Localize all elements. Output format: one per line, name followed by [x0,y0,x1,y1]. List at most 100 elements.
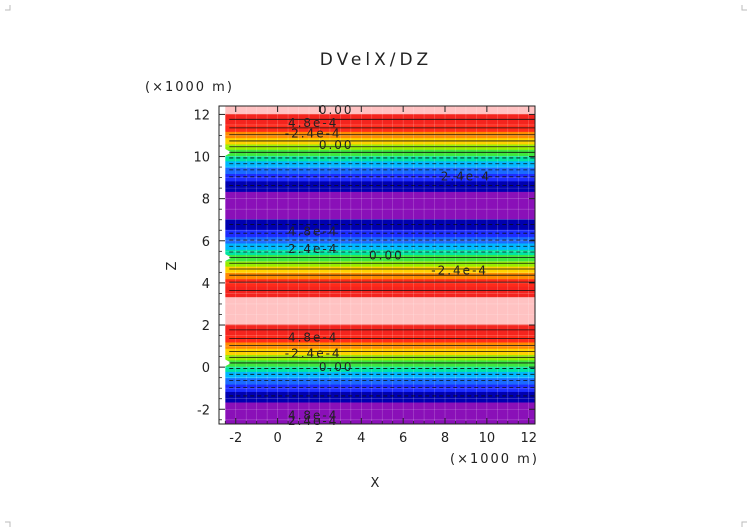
heatmap-band [225,315,535,318]
heatmap-band [225,401,535,404]
heatmap-band [225,183,535,186]
heatmap-band [225,299,535,302]
heatmap-band [225,326,535,328]
heatmap-band [225,133,535,136]
y-tick-label: 0 [202,361,210,376]
heatmap-band [225,160,535,163]
heatmap-band [225,342,535,345]
heatmap-band [225,400,535,403]
heatmap-band [225,217,535,220]
heatmap-band [225,277,535,280]
heatmap-band [225,112,535,114]
heatmap-band [225,159,535,162]
heatmap-band [225,237,535,240]
heatmap-band [225,150,535,152]
heatmap-band [225,369,535,371]
heatmap-band [225,219,535,222]
heatmap-band [225,238,535,241]
heatmap-band [225,152,535,154]
heatmap-band [225,370,535,372]
heatmap-band [225,407,535,409]
heatmap-band [225,116,535,119]
heatmap-band [225,279,535,282]
heatmap-band [225,164,535,167]
heatmap-band [225,178,535,181]
heatmap-band [225,383,535,386]
heatmap-band [225,286,535,288]
heatmap-band [225,124,535,127]
heatmap-band [225,405,535,407]
heatmap-band [225,129,535,131]
heatmap-band [225,406,535,408]
heatmap-band [225,206,535,208]
heatmap-band [225,402,535,405]
contour-label: 4.8e-4 [288,224,338,238]
edge-notch [219,250,232,265]
heatmap-band [225,228,535,230]
heatmap-band [225,138,535,141]
heatmap-band [225,300,535,303]
heatmap-band [225,170,535,172]
heatmap-band [225,385,535,387]
heatmap-band [225,291,535,293]
heatmap-band [225,333,535,336]
corner-marks [5,5,747,527]
heatmap-band [225,175,535,178]
heatmap-band [225,126,535,128]
heatmap-band [225,262,535,265]
y-tick-label: 12 [193,108,210,123]
heatmap-band [225,139,535,142]
heatmap-band [225,318,535,321]
heatmap-band [225,186,535,188]
heatmap-band [225,211,535,213]
contour-label: 4.8e-4 [288,331,338,345]
heatmap-band [225,201,535,204]
heatmap-band [225,246,535,248]
heatmap-band [225,266,535,268]
heatmap-band [225,161,535,164]
heatmap-band [225,417,535,420]
heatmap-band [225,289,535,291]
heatmap-band [225,182,535,185]
heatmap-band [225,321,535,324]
heatmap-band [225,241,535,244]
heatmap-band [225,140,535,143]
contour-label: 4.8e-4 [288,116,338,130]
heatmap-band [225,155,535,158]
heatmap-band [225,208,535,210]
heatmap-band [225,288,535,290]
heatmap-band [225,312,535,315]
heatmap-band [225,119,535,122]
heatmap-band [225,366,535,368]
heatmap-band [225,227,535,229]
heatmap-band [225,207,535,209]
heatmap-band [225,338,535,341]
heatmap-band [225,420,535,423]
heatmap-band [225,218,535,221]
heatmap-band [225,389,535,391]
heatmap-band [225,375,535,378]
heatmap-band [225,135,535,138]
heatmap-band [225,334,535,337]
heatmap-band [225,248,535,250]
heatmap-band [225,244,535,247]
heatmap-band [225,243,535,246]
heatmap-band [225,176,535,179]
heatmap-band [225,287,535,289]
heatmap-band [225,204,535,207]
heatmap-band [225,220,535,223]
heatmap-band [225,239,535,242]
heatmap-band [225,254,535,257]
heatmap-band [225,354,535,357]
y-tick-label: -2 [197,403,210,418]
heatmap-band [225,330,535,332]
heatmap-band [225,197,535,200]
heatmap-band [225,163,535,166]
heatmap-band [225,193,535,196]
heatmap-band [225,236,535,239]
heatmap-band [225,412,535,415]
heatmap-band [225,109,535,111]
heatmap-band [225,240,535,243]
heatmap-band [225,258,535,261]
